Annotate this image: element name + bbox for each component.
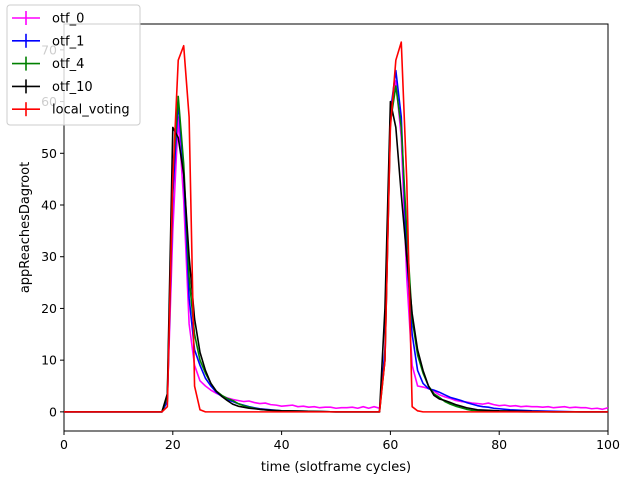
y-tick-label: 0	[49, 404, 57, 419]
y-tick-label: 40	[41, 198, 57, 213]
series-layer	[64, 41, 609, 413]
y-tick-label: 30	[41, 249, 57, 264]
x-axis: 0 20 40 60 80 100	[60, 431, 620, 452]
x-tick-label: 80	[491, 437, 507, 452]
legend-label: otf_10	[52, 80, 93, 95]
plot-area	[63, 23, 609, 432]
y-tick-label: 20	[41, 301, 57, 316]
y-tick-label: 50	[41, 146, 57, 161]
x-tick-label: 20	[165, 437, 181, 452]
x-tick-label: 0	[60, 437, 68, 452]
x-tick-label: 40	[274, 437, 290, 452]
y-tick-label: 10	[41, 353, 57, 368]
legend-label: otf_1	[52, 34, 84, 49]
x-tick-label: 60	[382, 437, 398, 452]
legend-box	[6, 4, 141, 126]
legend-label: local_voting	[52, 103, 130, 118]
legend-label: otf_0	[52, 12, 84, 27]
plot-frame	[63, 23, 609, 432]
series-line-local-voting	[64, 41, 608, 413]
y-axis-title: appReachesDagroot	[18, 162, 33, 293]
legend: otf_0 otf_1 otf_4 otf_10 local_voting	[6, 4, 141, 126]
x-tick-label: 100	[596, 437, 620, 452]
legend-label: otf_4	[52, 57, 84, 72]
x-axis-title: time (slotframe cycles)	[261, 460, 411, 475]
